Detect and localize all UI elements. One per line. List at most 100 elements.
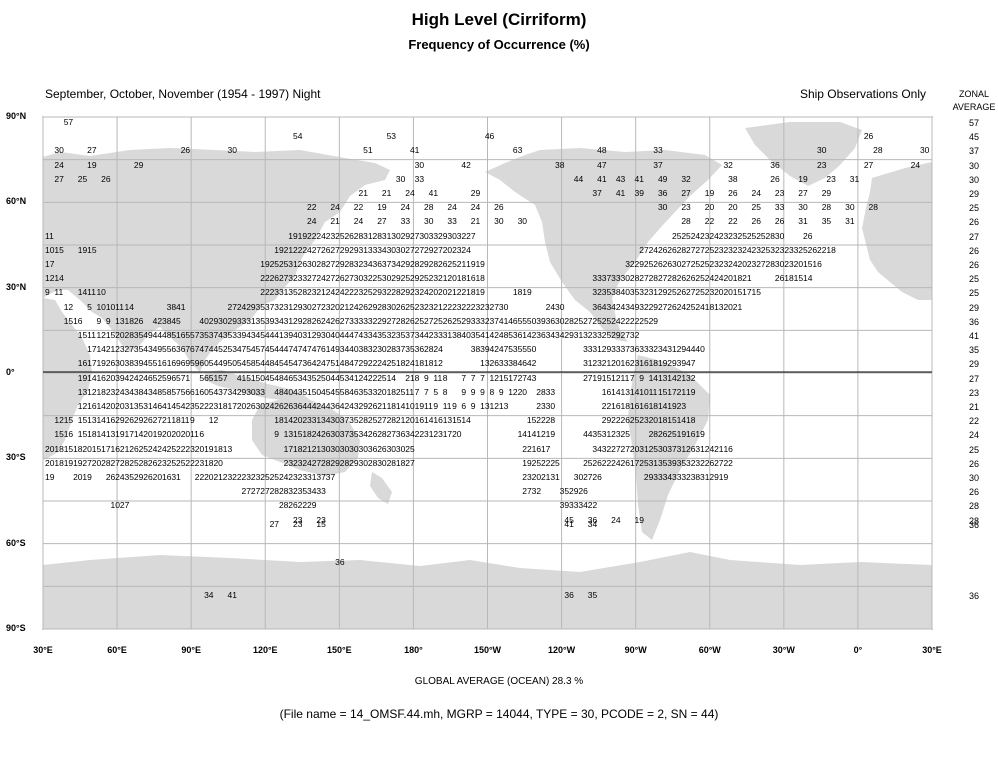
grid-cell-value: 14 — [648, 372, 659, 383]
grid-cell-value: 38 — [690, 472, 701, 482]
grid-cell-value: 44 — [274, 344, 284, 355]
grid-cell-value: 9 — [452, 401, 457, 411]
grid-cell-value: 25 — [671, 230, 682, 241]
grid-cell-value: 37 — [405, 330, 415, 340]
grid-cell-value: 46 — [517, 358, 528, 369]
grid-cell-value: 23 — [307, 287, 317, 298]
grid-cell-value: 21 — [540, 472, 551, 482]
grid-cell-value: 9 — [470, 386, 476, 397]
grid-cell-value: 24 — [147, 443, 158, 454]
grid-cell-value: 54 — [292, 131, 303, 142]
grid-cell-value: 30 — [353, 273, 364, 284]
grid-cell-value: 25 — [573, 315, 584, 326]
grid-cell-value: 27 — [250, 486, 261, 497]
land-eurasia — [43, 148, 390, 372]
grid-cell-value: 23 — [292, 514, 303, 525]
map-title: High Level (Cirriform) — [411, 10, 587, 29]
grid-cell-value: 37 — [316, 472, 326, 482]
grid-cell-value: 54 — [208, 386, 219, 397]
grid-cell-value: 31 — [442, 330, 453, 340]
grid-cell-value: 36 — [564, 589, 574, 600]
grid-cell-value: 25 — [746, 230, 757, 241]
grid-cell-value: 35 — [821, 216, 832, 227]
grid-cell-value: 56 — [180, 386, 191, 397]
grid-cell-value: 49 — [657, 173, 668, 184]
grid-cell-value: 26 — [405, 315, 415, 326]
grid-cell-value: 36 — [545, 315, 556, 326]
grid-cell-value: 20 — [611, 358, 621, 369]
grid-cell-value: 42 — [180, 401, 191, 411]
grid-cell-value: 47 — [302, 344, 312, 355]
grid-cell-value: 16 — [87, 401, 97, 411]
grid-cell-value: 25 — [447, 259, 457, 269]
grid-cell-value: 14 — [77, 287, 88, 298]
grid-cell-value: 16 — [812, 259, 822, 269]
grid-cell-value: 15 — [63, 443, 74, 454]
grid-cell-value: 24 — [461, 244, 471, 255]
grid-cell-value: 46 — [349, 386, 359, 397]
grid-cell-value: 10 — [405, 401, 415, 411]
grid-cell-value: 30 — [302, 301, 312, 312]
grid-cell-value: 14 — [283, 415, 294, 426]
grid-cell-value: 26 — [686, 443, 696, 454]
grid-cell-value: 26 — [105, 358, 116, 369]
grid-cell-value: 19 — [260, 259, 270, 269]
grid-cell-value: 39 — [283, 330, 294, 340]
grid-cell-value: 20 — [45, 443, 55, 454]
grid-cell-value: 46 — [283, 372, 294, 383]
grid-cell-value: 27 — [227, 301, 237, 312]
grid-cell-value: 55 — [517, 315, 528, 326]
zonal-average-value: 25 — [968, 288, 979, 299]
grid-cell-value: 17 — [283, 443, 294, 454]
grid-cell-value: 19 — [592, 372, 602, 383]
grid-cell-value: 16 — [639, 358, 649, 369]
grid-cell-value: 32 — [723, 159, 733, 170]
grid-cell-value: 26 — [863, 131, 874, 142]
grid-cell-value: 10 — [45, 244, 55, 255]
grid-cell-value: 42 — [526, 330, 537, 340]
grid-cell-value: 52 — [152, 372, 163, 383]
grid-cell-value: 30 — [307, 259, 317, 269]
grid-cell-value: 17 — [742, 287, 752, 298]
grid-cell-value: 33 — [367, 244, 378, 255]
grid-cell-value: 17 — [87, 344, 97, 355]
grid-cell-value: 18 — [686, 415, 696, 426]
grid-cell-value: 27 — [325, 259, 336, 269]
grid-cell-value: 23 — [208, 401, 219, 411]
grid-cell-value: 25 — [452, 315, 462, 326]
grid-cell-value: 41 — [615, 188, 626, 198]
grid-cell-value: 46 — [484, 131, 495, 142]
grid-cell-value: 35 — [470, 330, 481, 340]
grid-cell-value: 23 — [452, 301, 462, 312]
grid-cell-value: 18 — [213, 443, 223, 454]
grid-cell-value: 30 — [54, 145, 64, 156]
grid-cell-value: 28 — [391, 287, 401, 298]
grid-cell-value: 20 — [204, 472, 214, 482]
grid-cell-value: 21 — [742, 273, 752, 284]
grid-cell-value: 32 — [288, 486, 298, 497]
grid-cell-value: 19 — [77, 244, 88, 255]
grid-cell-value: 13 — [480, 401, 490, 411]
grid-cell-value: 26 — [288, 500, 298, 511]
grid-cell-value: 16 — [110, 443, 120, 454]
grid-cell-value: 23 — [536, 401, 546, 411]
grid-cell-value: 63 — [171, 344, 181, 355]
grid-cell-value: 27 — [414, 244, 425, 255]
grid-cell-value: 22 — [185, 457, 195, 468]
grid-cell-value: 29 — [676, 344, 687, 355]
latitude-label: 60°N — [6, 196, 27, 207]
grid-cell-value: 35 — [133, 401, 144, 411]
grid-cell-value: 12 — [45, 273, 55, 284]
grid-cell-value: 23 — [283, 457, 294, 468]
grid-cell-value: 32 — [779, 244, 790, 255]
grid-cell-value: 15 — [77, 415, 88, 426]
grid-cell-value: 26 — [246, 401, 256, 411]
grid-cell-value: 27 — [377, 415, 387, 426]
grid-cell-value: 45 — [171, 315, 181, 326]
grid-cell-value: 29 — [372, 287, 382, 298]
grid-cell-value: 29 — [423, 244, 434, 255]
grid-cell-value: 14 — [461, 415, 471, 426]
grid-cell-value: 26 — [494, 202, 504, 213]
grid-cell-value: 28 — [386, 344, 397, 355]
grid-cell-value: 16 — [639, 401, 649, 411]
